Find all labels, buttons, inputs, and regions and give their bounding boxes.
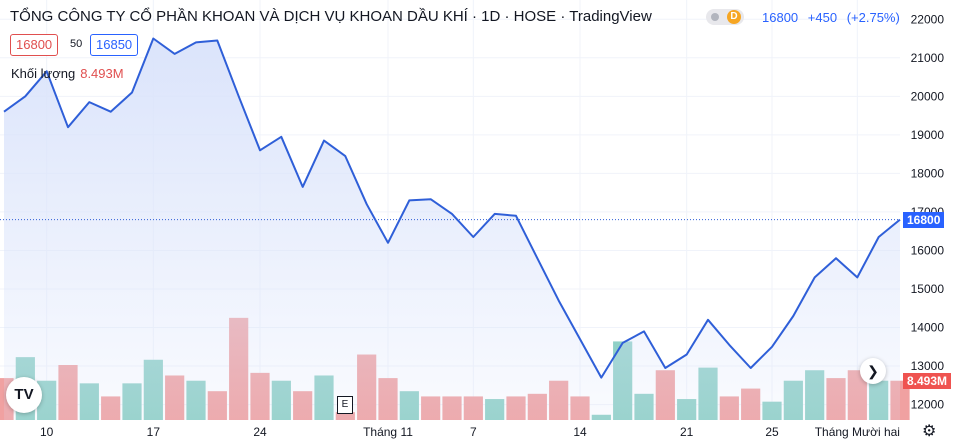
status-dot-icon xyxy=(711,13,719,21)
y-tick-label: 22000 xyxy=(911,12,945,26)
x-tick-label: 25 xyxy=(765,425,779,439)
x-tick-label: 10 xyxy=(40,425,54,439)
quote-summary: 16800 +450 (+2.75%) xyxy=(762,10,906,25)
y-tick-label: 15000 xyxy=(911,282,945,296)
last-price: 16800 xyxy=(762,10,799,25)
price-change: +450 xyxy=(807,10,838,25)
volume-tag: 8.493M xyxy=(903,372,952,389)
market-status[interactable]: D xyxy=(706,9,744,25)
y-tick-label: 20000 xyxy=(911,89,945,103)
y-tick-label: 13000 xyxy=(911,359,945,373)
y-tick-label: 19000 xyxy=(911,128,945,142)
price-line xyxy=(3,37,901,379)
scroll-right-icon[interactable]: ❯ xyxy=(860,358,886,384)
price-area xyxy=(4,38,900,420)
volume-label: Khối lượng xyxy=(11,66,76,81)
chart-title: TỔNG CÔNG TY CỔ PHẦN KHOAN VÀ DỊCH VỤ KH… xyxy=(10,8,652,25)
y-tick-label: 12000 xyxy=(911,398,945,412)
volume-value: 8.493M xyxy=(80,66,124,81)
y-tick-label: 18000 xyxy=(911,166,945,180)
x-tick-label: 24 xyxy=(253,425,267,439)
x-tick-label: Tháng 11 xyxy=(363,425,413,439)
earnings-event-icon[interactable]: E xyxy=(337,396,353,414)
x-tick-label: Tháng Mười hai xyxy=(815,425,900,439)
y-tick-label: 14000 xyxy=(911,321,945,335)
x-tick-label: 17 xyxy=(147,425,161,439)
x-tick-label: 7 xyxy=(470,425,477,439)
x-tick-label: 14 xyxy=(573,425,587,439)
ask-price[interactable]: 16850 xyxy=(90,34,139,56)
bid-price[interactable]: 16800 xyxy=(10,34,59,56)
y-tick-label: 16000 xyxy=(911,243,945,257)
delayed-data-icon: D xyxy=(727,10,741,24)
last-price-tag: 16800 xyxy=(903,211,945,228)
tradingview-logo-icon[interactable]: TV xyxy=(6,377,42,413)
x-tick-label: 21 xyxy=(680,425,694,439)
y-tick-label: 21000 xyxy=(911,51,945,65)
spread-value: 50 xyxy=(70,38,83,50)
volume-legend: Khối lượng 8.493M xyxy=(11,66,124,81)
price-change-pct: (+2.75%) xyxy=(846,10,900,25)
gear-icon[interactable]: ⚙ xyxy=(922,423,937,440)
